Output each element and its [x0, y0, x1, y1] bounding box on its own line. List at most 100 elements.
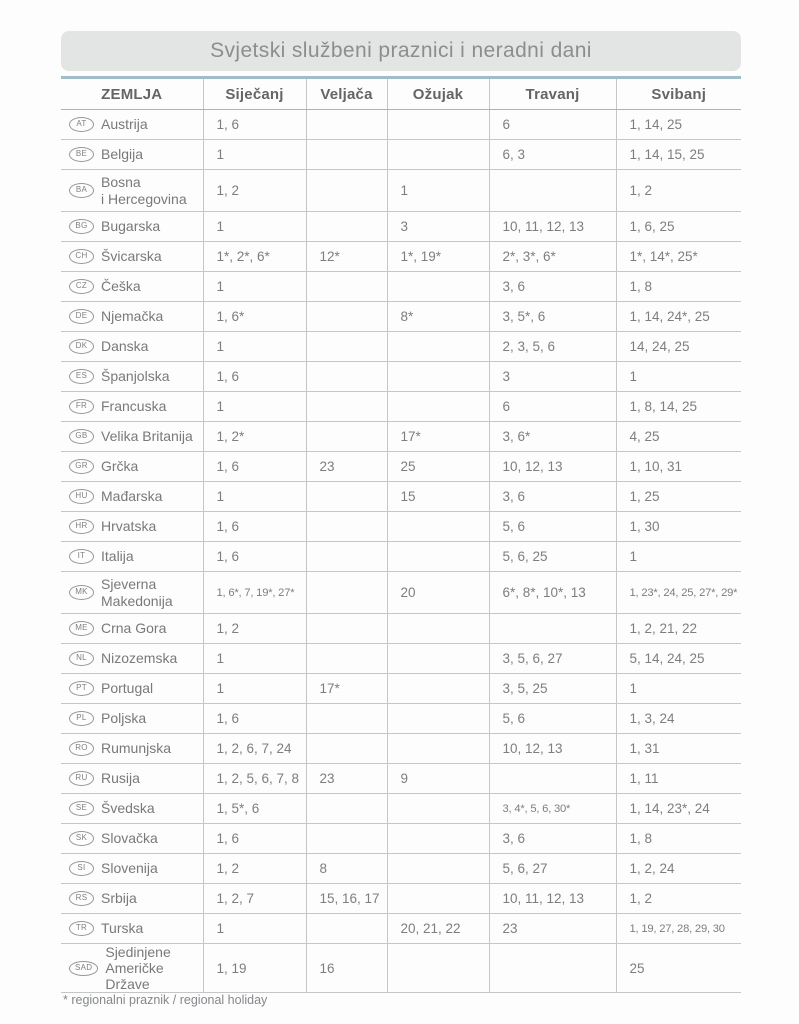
country-wrap: BA Bosna i Hercegovina — [69, 174, 201, 207]
holiday-days-cell — [305, 361, 387, 392]
holiday-days-cell: 3, 5, 6, 27 — [488, 643, 616, 674]
holiday-days-cell — [386, 823, 489, 854]
table-row: CH Švicarska 1*, 2*, 6* 12* 1*, 19* 2*, 3*, 6… — [61, 241, 741, 272]
holiday-days-cell: 1 — [202, 481, 306, 512]
holiday-days-cell: 10, 11, 12, 13 — [488, 883, 616, 914]
holiday-days-cell: 1, 6*, 7, 19*, 27* — [202, 571, 306, 614]
country-name: Grčka — [101, 458, 139, 475]
holiday-days-cell: 2, 3, 5, 6 — [488, 331, 616, 362]
country-code-badge: BA — [69, 183, 94, 198]
holiday-days-cell: 1, 10, 31 — [615, 451, 741, 482]
table-row: GR Grčka 1, 6 23 25 10, 12, 13 1, 10, 31 — [61, 451, 741, 482]
holiday-days-cell — [305, 703, 387, 734]
holiday-days-cell: 20, 21, 22 — [386, 913, 489, 944]
holiday-days-cell: 8 — [305, 853, 387, 884]
holiday-days-cell: 1, 2 — [202, 169, 306, 212]
holiday-days-cell — [386, 703, 489, 734]
country-code-badge: ES — [69, 369, 94, 384]
country-code-badge: RO — [69, 741, 94, 756]
country-code-badge: BE — [69, 147, 94, 162]
holiday-days-cell: 1 — [202, 139, 306, 170]
holiday-days-cell: 1, 6 — [202, 703, 306, 734]
holiday-days-cell: 1, 23*, 24, 25, 27*, 29* — [615, 571, 741, 614]
country-cell: GB Velika Britanija — [61, 421, 203, 452]
country-wrap: ES Španjolska — [69, 368, 201, 384]
holiday-days-cell: 1, 14, 15, 25 — [615, 139, 741, 170]
holiday-days-cell: 16 — [305, 943, 387, 994]
country-wrap: GB Velika Britanija — [69, 428, 201, 444]
country-cell: IT Italija — [61, 541, 203, 572]
country-name: Srbija — [101, 890, 137, 907]
holiday-days-cell: 1 — [202, 913, 306, 944]
holiday-days-cell: 1, 30 — [615, 511, 741, 542]
holiday-days-cell: 1 — [202, 643, 306, 674]
country-cell: SAD Sjedinjene Američke Države — [61, 943, 203, 994]
table-row: BA Bosna i Hercegovina 1, 2 1 1, 2 — [61, 169, 741, 212]
country-name: Belgija — [101, 146, 144, 163]
country-cell: CH Švicarska — [61, 241, 203, 272]
table-row: SK Slovačka 1, 6 3, 6 1, 8 — [61, 823, 741, 854]
country-wrap: SE Švedska — [69, 800, 201, 816]
table-body: AT Austrija 1, 6 6 1, 14, 25 BE Belgija 1 6, 3 1,… — [61, 109, 741, 994]
country-code-badge: SAD — [69, 960, 99, 976]
holiday-days-cell — [386, 733, 489, 764]
country-cell: SK Slovačka — [61, 823, 203, 854]
holiday-days-cell — [386, 541, 489, 572]
holiday-days-cell — [305, 643, 387, 674]
holiday-days-cell: 10, 11, 12, 13 — [488, 211, 616, 242]
country-wrap: DE Njemačka — [69, 308, 201, 324]
table-row: SI Slovenija 1, 2 8 5, 6, 27 1, 2, 24 — [61, 853, 741, 884]
holiday-days-cell — [305, 271, 387, 302]
country-code-badge: SK — [69, 831, 94, 846]
holiday-days-cell: 3, 6 — [488, 823, 616, 854]
holiday-days-cell: 4, 25 — [615, 421, 741, 452]
holiday-days-cell: 23 — [305, 451, 387, 482]
holiday-days-cell: 1 — [615, 673, 741, 704]
country-cell: PT Portugal — [61, 673, 203, 704]
country-wrap: HU Mađarska — [69, 488, 201, 504]
holiday-days-cell: 17* — [305, 673, 387, 704]
holiday-days-cell: 1 — [202, 391, 306, 422]
column-header-month: Svibanj — [615, 76, 741, 110]
country-cell: DE Njemačka — [61, 301, 203, 332]
country-name: Češka — [101, 278, 141, 295]
table-row: RU Rusija 1, 2, 5, 6, 7, 8 23 9 1, 11 — [61, 763, 741, 794]
holiday-days-cell: 1, 3, 24 — [615, 703, 741, 734]
column-header-month: Travanj — [488, 76, 616, 110]
table-row: ME Crna Gora 1, 2 1, 2, 21, 22 — [61, 613, 741, 644]
country-name: Francuska — [101, 398, 167, 415]
holiday-days-cell — [488, 763, 616, 794]
country-wrap: NL Nizozemska — [69, 650, 201, 666]
table-row: CZ Češka 1 3, 6 1, 8 — [61, 271, 741, 302]
holiday-days-cell: 1*, 19* — [386, 241, 489, 272]
country-name: Španjolska — [101, 368, 170, 385]
country-cell: BE Belgija — [61, 139, 203, 170]
holiday-days-cell: 12* — [305, 241, 387, 272]
country-cell: BA Bosna i Hercegovina — [61, 169, 203, 212]
holiday-days-cell: 1, 14, 25 — [615, 109, 741, 140]
holiday-days-cell: 6 — [488, 109, 616, 140]
column-header-country: ZEMLJA — [61, 76, 203, 110]
country-name: Slovačka — [101, 830, 158, 847]
country-code-badge: CH — [69, 249, 94, 264]
holiday-days-cell: 1, 2, 7 — [202, 883, 306, 914]
country-code-badge: GR — [69, 459, 94, 474]
holiday-days-cell — [305, 139, 387, 170]
table-row: GB Velika Britanija 1, 2* 17* 3, 6* 4, 25 — [61, 421, 741, 452]
holiday-days-cell: 3 — [386, 211, 489, 242]
holiday-days-cell: 8* — [386, 301, 489, 332]
country-cell: HR Hrvatska — [61, 511, 203, 542]
country-name: Sjedinjene Američke Države — [105, 944, 171, 993]
country-cell: AT Austrija — [61, 109, 203, 140]
holiday-days-cell: 1, 19 — [202, 943, 306, 994]
table-row: DE Njemačka 1, 6* 8* 3, 5*, 6 1, 14, 24*, 25 — [61, 301, 741, 332]
country-name: Sjeverna Makedonija — [101, 576, 173, 609]
country-name: Poljska — [101, 710, 147, 727]
holiday-days-cell: 1, 2* — [202, 421, 306, 452]
holiday-days-cell: 6, 3 — [488, 139, 616, 170]
country-name: Danska — [101, 338, 149, 355]
country-cell: CZ Češka — [61, 271, 203, 302]
country-code-badge: SE — [69, 801, 94, 816]
holiday-days-cell: 25 — [615, 943, 741, 994]
country-name: Hrvatska — [101, 518, 157, 535]
